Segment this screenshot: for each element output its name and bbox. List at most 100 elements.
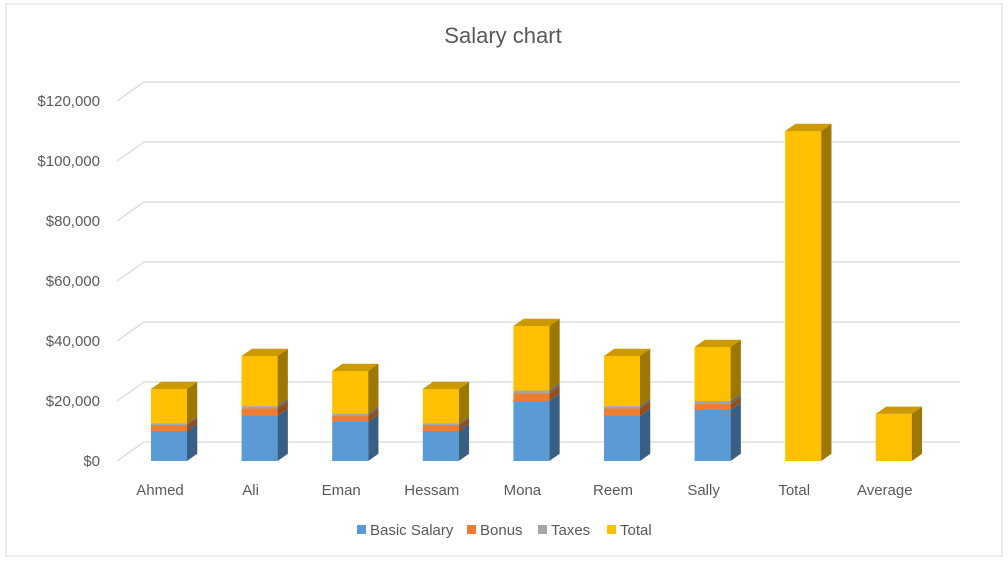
legend-swatch (607, 525, 616, 534)
bar-top (151, 381, 198, 389)
bar-side (458, 417, 470, 431)
bar-side (458, 416, 470, 425)
bar-side (911, 406, 923, 461)
bar-segment (332, 408, 379, 422)
bar-top (875, 406, 923, 414)
bar-top (785, 123, 832, 131)
bar-front (241, 416, 278, 461)
bar-side (549, 383, 560, 394)
bar-side (277, 408, 288, 461)
x-tick-label: Total (778, 482, 810, 499)
x-tick-label: Ahmed (136, 482, 184, 499)
legend-label: Taxes (551, 522, 590, 539)
gridline (116, 441, 960, 462)
bar-segment (604, 398, 651, 409)
bar-segment (151, 417, 198, 431)
bar-segment (875, 406, 923, 461)
y-tick-label: $120,000 (37, 93, 100, 110)
bar-front (332, 413, 369, 416)
x-tick-label: Reem (593, 482, 633, 499)
bars (151, 123, 923, 461)
bar-side (277, 398, 288, 409)
bar-side (730, 402, 741, 461)
bar-segment (241, 348, 288, 407)
y-tick-label: $20,000 (46, 393, 100, 410)
y-tick-label: $100,000 (37, 153, 100, 170)
bar-front (604, 408, 640, 416)
bar-segment (694, 402, 741, 461)
bar-side (368, 363, 379, 414)
bar-front (604, 416, 640, 461)
bar-segment (513, 393, 560, 461)
bar-segment (785, 123, 832, 461)
legend-item: Basic Salary (357, 522, 454, 539)
bar-side (730, 339, 741, 401)
bar-segment (241, 401, 288, 416)
bar-segment (604, 348, 651, 407)
bar-segment (332, 414, 379, 461)
bar-front (694, 401, 731, 404)
bar-side (187, 423, 198, 461)
bar-side (187, 381, 198, 424)
legend-swatch (357, 525, 366, 534)
bar-segment (422, 416, 470, 425)
bar-segment (604, 408, 651, 461)
bar-segment (241, 398, 288, 409)
x-tick-label: Average (857, 482, 913, 499)
bar-top (422, 381, 470, 389)
bar-side (549, 318, 560, 391)
legend-item: Taxes (538, 522, 590, 539)
bar-segment (422, 423, 470, 461)
gridline (116, 261, 960, 282)
legend-swatch (538, 525, 547, 534)
bar-front (422, 425, 459, 431)
y-tick-label: $0 (83, 453, 100, 470)
bar-side (277, 348, 288, 407)
legend-label: Bonus (480, 522, 523, 539)
bar-segment (422, 417, 470, 431)
bar-side (458, 381, 470, 424)
bar-side (277, 401, 288, 416)
bar-front (513, 390, 550, 394)
bar-front (875, 413, 912, 461)
bar-side (640, 398, 651, 409)
x-tick-label: Hessam (404, 482, 459, 499)
gridlines (116, 81, 960, 462)
legend-item: Bonus (467, 522, 523, 539)
y-tick-label: $80,000 (46, 213, 100, 230)
bar-front (694, 347, 731, 401)
bar-segment (513, 386, 560, 401)
chart-title: Salary chart (444, 23, 561, 48)
bar-segment (513, 318, 560, 391)
bar-segment (151, 416, 198, 425)
bar-side (368, 406, 379, 416)
x-tick-label: Eman (322, 482, 361, 499)
bar-front (241, 356, 278, 407)
bar-front (513, 326, 550, 391)
legend-label: Total (620, 522, 652, 539)
bar-top (604, 348, 651, 356)
bar-segment (513, 383, 560, 394)
bar-segment (151, 423, 198, 461)
bar-front (513, 401, 550, 461)
bar-segment (422, 381, 470, 424)
bar-top (332, 363, 379, 371)
bar-front (332, 422, 369, 461)
gridline (116, 321, 960, 342)
bar-segment (694, 339, 741, 401)
bar-segment (694, 393, 741, 404)
bar-front (151, 389, 187, 424)
bar-side (458, 423, 470, 461)
legend-label: Basic Salary (370, 522, 454, 539)
bar-front (604, 406, 640, 409)
bar-segment (604, 401, 651, 416)
bar-side (730, 396, 741, 410)
x-tick-label: Mona (504, 482, 542, 499)
bar-front (151, 431, 187, 461)
bar-side (640, 348, 651, 407)
bar-front (151, 425, 187, 431)
bar-front (422, 423, 459, 425)
gridline (116, 381, 960, 402)
gridline (116, 201, 960, 222)
